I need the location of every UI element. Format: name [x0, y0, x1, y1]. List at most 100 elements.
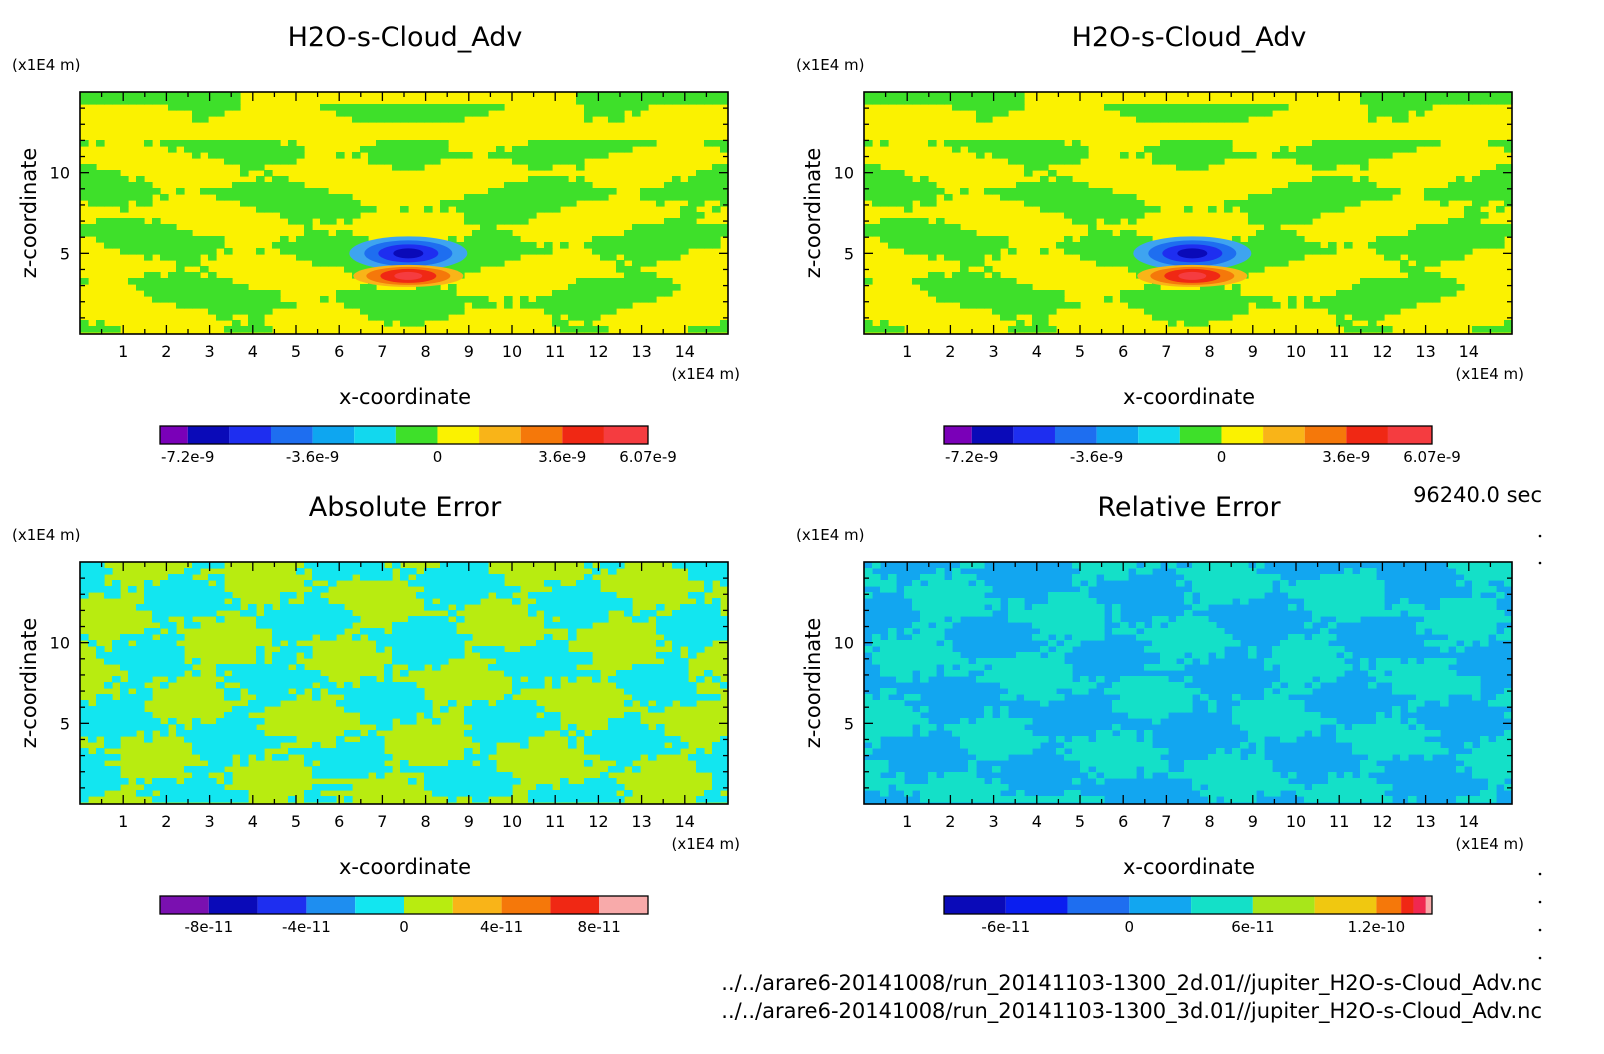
heatmap-cell — [376, 146, 385, 153]
heatmap-cell — [464, 766, 473, 773]
heatmap-cell — [888, 176, 897, 183]
heatmap-cell — [928, 284, 937, 291]
heatmap-cell — [512, 212, 521, 219]
heatmap-cell — [384, 290, 393, 297]
heatmap-cell — [296, 206, 305, 213]
heatmap-cell — [416, 290, 425, 297]
heatmap-cell — [408, 700, 417, 707]
heatmap-cell — [1488, 610, 1497, 617]
heatmap-cell — [712, 574, 721, 581]
heatmap-cell — [464, 730, 473, 737]
heatmap-cell — [256, 176, 265, 183]
heatmap-cell — [960, 236, 969, 243]
heatmap-cell — [616, 598, 625, 605]
heatmap-cell — [1440, 230, 1449, 237]
heatmap-cell — [456, 266, 465, 273]
heatmap-cell — [1072, 158, 1081, 165]
heatmap-cell — [928, 92, 937, 99]
heatmap-cell — [656, 188, 665, 195]
heatmap-cell — [1080, 586, 1089, 593]
heatmap-cell — [1008, 104, 1017, 111]
heatmap-cell — [720, 98, 729, 105]
heatmap-cell — [1280, 236, 1289, 243]
heatmap-cell — [184, 610, 193, 617]
heatmap-cell — [408, 646, 417, 653]
heatmap-cell — [296, 628, 305, 635]
heatmap-cell — [944, 296, 953, 303]
heatmap-cell — [232, 182, 241, 189]
heatmap-cell — [272, 140, 281, 147]
heatmap-cell — [112, 98, 121, 105]
heatmap-cell — [560, 182, 569, 189]
heatmap-cell — [976, 610, 985, 617]
heatmap-cell — [488, 302, 497, 309]
heatmap-cell — [1208, 146, 1217, 153]
heatmap-cell — [720, 622, 729, 629]
heatmap-cell — [96, 724, 105, 731]
heatmap-cell — [80, 796, 89, 803]
heatmap-cell — [1088, 194, 1097, 201]
heatmap-cell — [1056, 152, 1065, 159]
heatmap-cell — [416, 574, 425, 581]
heatmap-cell — [368, 104, 377, 111]
heatmap-cell — [1232, 296, 1241, 303]
heatmap-cell — [1336, 176, 1345, 183]
heatmap-cell — [528, 682, 537, 689]
heatmap-cell — [512, 676, 521, 683]
heatmap-cell — [616, 236, 625, 243]
heatmap-cell — [424, 700, 433, 707]
heatmap-cell — [1208, 562, 1217, 569]
heatmap-cell — [520, 646, 529, 653]
heatmap-cell — [1120, 574, 1129, 581]
y-axis-label: z-coordinate — [17, 148, 41, 279]
heatmap-cell — [280, 206, 289, 213]
heatmap-cell — [424, 658, 433, 665]
heatmap-cell — [536, 152, 545, 159]
heatmap-cell — [576, 580, 585, 587]
heatmap-cell — [96, 790, 105, 797]
heatmap-cell — [416, 104, 425, 111]
heatmap-cell — [376, 574, 385, 581]
heatmap-cell — [440, 116, 449, 123]
heatmap-cell — [1488, 568, 1497, 575]
heatmap-cell — [496, 700, 505, 707]
heatmap-cell — [256, 290, 265, 297]
heatmap-cell — [1088, 628, 1097, 635]
x-tick-label: 4 — [248, 342, 258, 361]
heatmap-cell — [1504, 98, 1513, 105]
heatmap-cell — [1416, 272, 1425, 279]
heatmap-cell — [216, 796, 225, 803]
heatmap-cell — [368, 634, 377, 641]
heatmap-cell — [592, 242, 601, 249]
heatmap-cell — [104, 92, 113, 99]
heatmap-cell — [1392, 146, 1401, 153]
heatmap-cell — [248, 748, 257, 755]
heatmap-cell — [584, 104, 593, 111]
heatmap-cell — [400, 116, 409, 123]
heatmap-cell — [248, 700, 257, 707]
heatmap-cell — [408, 140, 417, 147]
heatmap-cell — [392, 712, 401, 719]
heatmap-cell — [96, 200, 105, 207]
heatmap-cell — [576, 194, 585, 201]
heatmap-cell — [240, 200, 249, 207]
heatmap-cell — [80, 754, 89, 761]
heatmap-cell — [1328, 592, 1337, 599]
heatmap-cell — [584, 784, 593, 791]
heatmap-cell — [1064, 622, 1073, 629]
heatmap-cell — [456, 574, 465, 581]
heatmap-cell — [1352, 296, 1361, 303]
heatmap-cell — [256, 326, 265, 333]
heatmap-cell — [184, 622, 193, 629]
heatmap-cell — [1256, 248, 1265, 255]
heatmap-cell — [1048, 302, 1057, 309]
heatmap-cell — [440, 562, 449, 569]
heatmap-cell — [360, 302, 369, 309]
heatmap-cell — [1144, 104, 1153, 111]
heatmap-cell — [536, 206, 545, 213]
heatmap-cell — [456, 116, 465, 123]
heatmap-cell — [376, 290, 385, 297]
heatmap-cell — [256, 616, 265, 623]
heatmap-cell — [1480, 188, 1489, 195]
heatmap-cell — [1344, 290, 1353, 297]
